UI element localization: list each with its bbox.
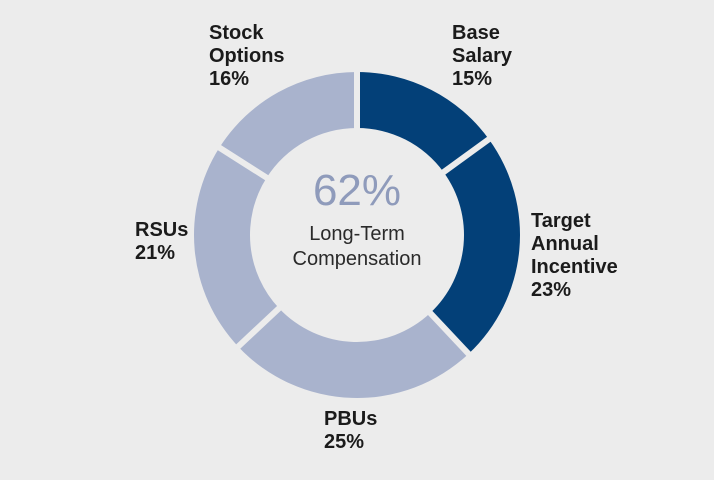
label-target-annual-incentive: Target Annual Incentive 23%	[531, 210, 618, 301]
label-rsus: RSUs 21%	[135, 219, 189, 264]
center-caption: Long-Term Compensation	[257, 222, 457, 272]
donut-slice-target-annual-incentive	[430, 139, 520, 354]
donut-slice-pbus	[238, 308, 469, 398]
slice-separator	[440, 135, 493, 176]
center-caption-line-1: Long-Term	[309, 223, 405, 245]
donut-slice-stock-options	[219, 72, 357, 178]
donut-slice-base-salary	[357, 72, 489, 173]
label-pbus: PBUs 25%	[324, 408, 378, 453]
slice-separator	[216, 144, 270, 182]
center-caption-line-2: Compensation	[292, 248, 422, 270]
donut-hole	[251, 129, 463, 341]
label-stock-options: Stock Options 16%	[209, 22, 285, 90]
slice-separator	[426, 309, 473, 358]
donut-slice-rsus	[193, 147, 280, 347]
label-base-salary: Base Salary 15%	[452, 22, 513, 90]
center-percentage: 62%	[312, 166, 402, 215]
slice-separator	[234, 304, 283, 351]
